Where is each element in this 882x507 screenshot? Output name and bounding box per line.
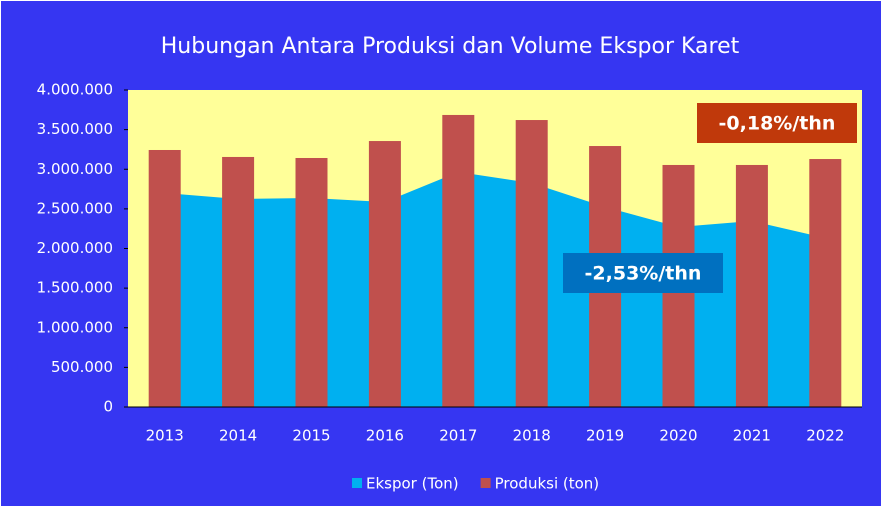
y-tick-label: 0 [103, 398, 113, 416]
y-tick-label: 3.000.000 [37, 160, 113, 178]
y-tick-label: 3.500.000 [37, 120, 113, 138]
x-tick-label: 2013 [146, 427, 184, 445]
bar [442, 114, 475, 408]
bar [809, 159, 842, 407]
annotation-box [563, 253, 723, 293]
x-tick-label: 2020 [659, 427, 697, 445]
x-tick-label: 2015 [292, 427, 330, 445]
bar [148, 149, 181, 407]
x-tick-label: 2018 [513, 427, 551, 445]
annotation-box [697, 103, 857, 143]
x-tick-label: 2019 [586, 427, 624, 445]
legend-label: Ekspor (Ton) [366, 475, 459, 493]
y-tick-label: 4.000.000 [37, 81, 113, 99]
x-tick-label: 2014 [219, 427, 257, 445]
y-tick-label: 2.500.000 [37, 199, 113, 217]
x-tick-label: 2017 [439, 427, 477, 445]
annotation: -0,18%/thn [719, 113, 836, 135]
annotation: -2,53%/thn [585, 263, 702, 285]
legend-swatch [352, 478, 362, 488]
bar [368, 141, 401, 408]
x-tick-label: 2022 [806, 427, 844, 445]
y-tick-label: 1.000.000 [37, 318, 113, 336]
legend-swatch [480, 478, 491, 488]
x-tick-label: 2021 [733, 427, 771, 445]
x-tick-label: 2016 [366, 427, 404, 445]
area [164, 172, 826, 407]
bar [515, 120, 548, 407]
bar [222, 156, 255, 407]
bar [735, 164, 768, 407]
y-tick-label: 500.000 [51, 358, 113, 376]
y-tick-label: 1.500.000 [37, 279, 113, 297]
y-tick-label: 2.000.000 [37, 239, 113, 257]
bar [295, 157, 328, 407]
legend-label: Produksi (ton) [495, 475, 600, 493]
chart-title: Hubungan Antara Produksi dan Volume Eksp… [161, 34, 740, 59]
